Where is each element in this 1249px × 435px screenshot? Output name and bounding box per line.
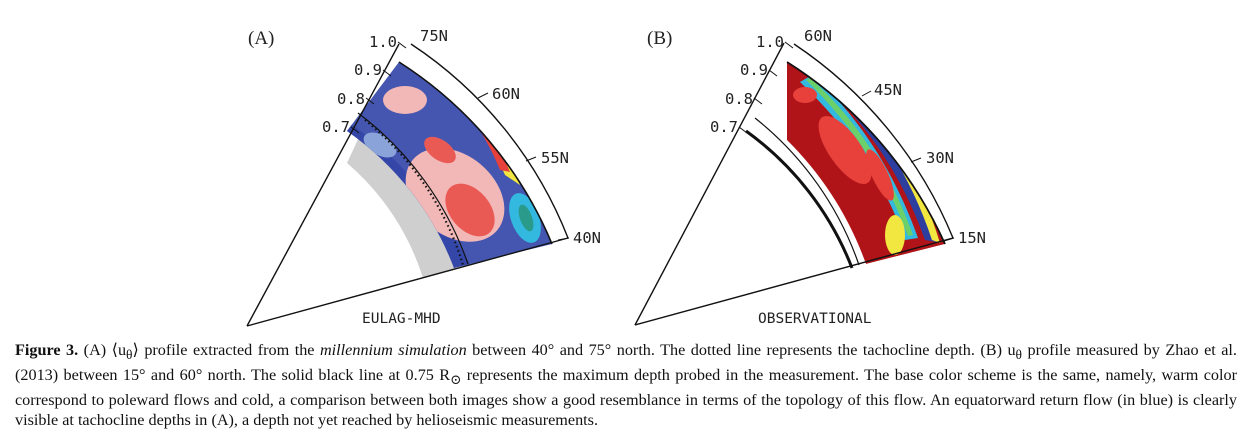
panel-b-lat-label: 45N: [874, 81, 902, 99]
figure-area: (A) 1.0 0.9 0.8 0.7: [246, 27, 986, 327]
panel-b-outer-frame-arc: [793, 43, 954, 239]
panel-b-lat-label: 60N: [804, 27, 832, 45]
panel-a-gray-region: [347, 135, 456, 278]
panel-b-flow-field: [787, 62, 945, 264]
panel-b-inner-line: [754, 117, 860, 266]
caption-label: Figure 3.: [15, 341, 79, 359]
panel-b: (B) 1.0 0.9 0.8 0.7: [634, 27, 986, 327]
panel-a-lat-label: 55N: [541, 149, 569, 167]
panel-a: (A) 1.0 0.9 0.8 0.7: [246, 27, 601, 327]
caption-text: between 40° and 75° north. The dotted li…: [466, 341, 1016, 359]
panel-a-lat-label: 40N: [573, 229, 601, 247]
panel-b-radius-label: 0.9: [740, 61, 768, 79]
panel-b-radius-label: 0.7: [710, 118, 738, 136]
panel-b-radius-label: 1.0: [756, 33, 784, 51]
caption-subscript: θ: [1015, 347, 1023, 363]
panel-a-radius-label: 1.0: [369, 33, 397, 51]
panel-a-radius-label: 0.7: [322, 118, 350, 136]
caption-text: profile measured by Zhao et al. (2013) b…: [15, 341, 1237, 385]
panel-a-tag: (A): [248, 28, 274, 49]
figure-svg: (A) 1.0 0.9 0.8 0.7: [246, 27, 986, 327]
caption-subscript: θ: [126, 347, 133, 363]
panel-a-outer-frame-arc: [410, 43, 569, 239]
panel-b-pole-ray: [634, 42, 785, 326]
panel-b-outer-arc: [786, 61, 946, 245]
panel-b-equator-ray: [634, 237, 954, 326]
panel-b-lat-label: 15N: [958, 229, 986, 247]
panel-b-radius-label: 0.8: [725, 90, 753, 108]
panel-a-lat-label: 60N: [492, 85, 520, 103]
panel-b-title: OBSERVATIONAL: [758, 311, 872, 327]
panel-a-equator-ray: [246, 237, 569, 327]
panel-b-tag: (B): [647, 28, 672, 49]
panel-a-pole-ray: [246, 43, 400, 327]
caption-subscript: ⊙: [450, 372, 462, 388]
caption-text: ⟩ profile extracted from the: [132, 341, 320, 359]
figure-caption: Figure 3. (A) ⟨uθ⟩ profile extracted fro…: [15, 340, 1237, 430]
panel-a-radius-label: 0.8: [337, 90, 365, 108]
panel-a-lat-label: 75N: [420, 27, 448, 45]
panel-a-title: EULAG-MHD: [362, 311, 441, 327]
panel-b-lat-label: 30N: [926, 149, 954, 167]
panel-a-outer-arc: [398, 61, 553, 245]
panel-b-max-depth-line: [745, 129, 854, 269]
caption-text: (A) ⟨u: [78, 341, 127, 359]
caption-italic: millennium simulation: [319, 341, 467, 359]
panel-a-inner-arc: [357, 112, 469, 265]
panel-a-radius-label: 0.9: [354, 61, 382, 79]
caption-text: represents the maximum depth probed in t…: [15, 366, 1237, 430]
